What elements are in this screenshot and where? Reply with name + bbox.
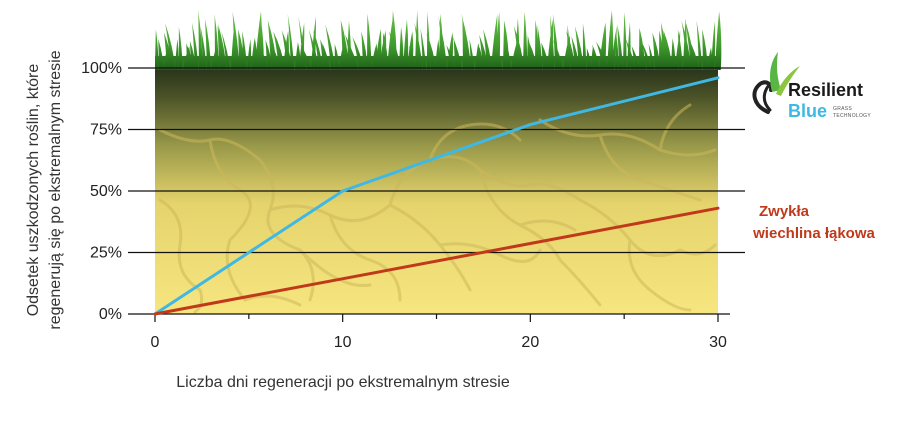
resilient-blue-logo: Resilient Blue GRASS TECHNOLOGY xyxy=(752,52,871,121)
logo-tag-grass: GRASS xyxy=(833,106,852,112)
x-tick-label: 0 xyxy=(151,334,160,351)
y-tick-label: 50% xyxy=(90,183,122,200)
x-tick-label: 10 xyxy=(334,334,352,351)
gridlines xyxy=(128,67,745,315)
grass-leaf-icon xyxy=(752,52,800,114)
y-axis-title: Odsetek uszkodzonych roślin, które regen… xyxy=(25,50,64,329)
y-tick-label: 25% xyxy=(90,245,122,262)
x-tick-label: 20 xyxy=(521,334,539,351)
series-line-zwykla xyxy=(153,206,720,316)
y-tick-label: 0% xyxy=(99,306,122,323)
series-layer xyxy=(153,76,720,316)
grass-strip xyxy=(155,10,722,71)
y-tick-labels: 0% 25% 50% 75% 100% xyxy=(81,60,122,323)
logo-tag-technology: TECHNOLOGY xyxy=(833,113,871,119)
logo-word-blue: Blue xyxy=(788,101,827,121)
y-tick-label: 100% xyxy=(81,60,122,77)
y-tick-label: 75% xyxy=(90,122,122,139)
x-axis-title: Liczba dni regeneracji po ekstremalnym s… xyxy=(176,374,510,391)
y-axis-title-line-2: regenerują się po ekstremalnym stresie xyxy=(47,50,64,329)
x-tick-label: 30 xyxy=(709,334,727,351)
series-label-zwykla-line-2: wiechlina łąkowa xyxy=(752,225,875,242)
x-axis: 0 10 20 30 xyxy=(151,314,727,351)
series-line-resilient xyxy=(153,76,720,316)
series-label-zwykla-line-1: Zwykła xyxy=(759,203,810,220)
y-axis-title-line-1: Odsetek uszkodzonych roślin, które xyxy=(25,64,42,317)
logo-word-resilient: Resilient xyxy=(788,80,863,100)
